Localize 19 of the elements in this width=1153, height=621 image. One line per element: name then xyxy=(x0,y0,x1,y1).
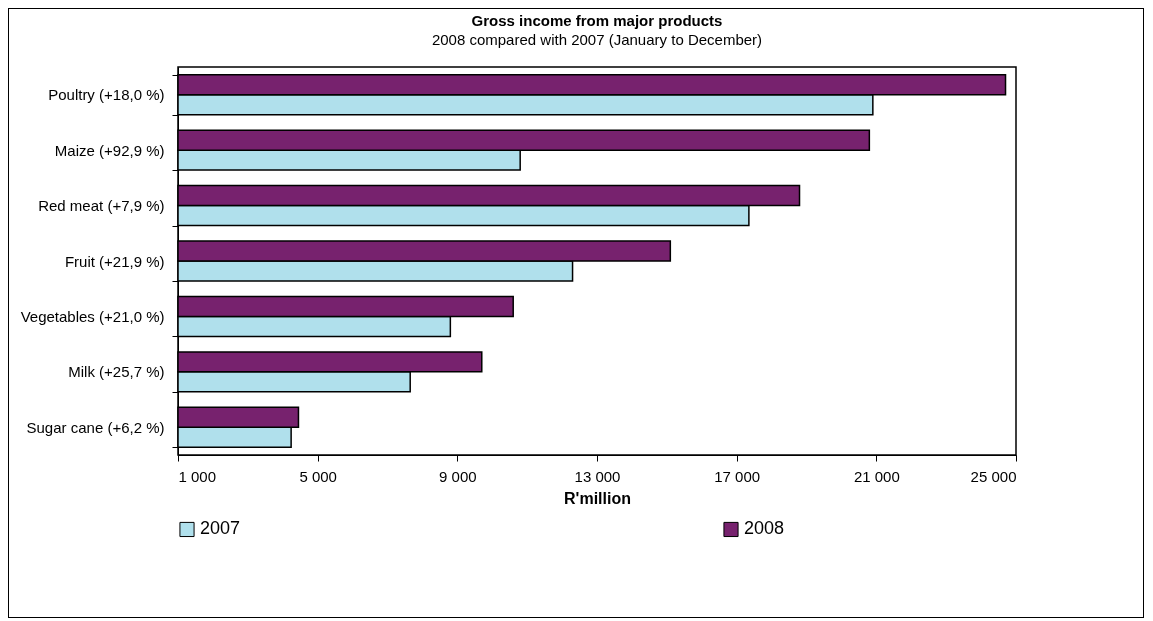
y-tick-label: Milk (+25,7 %) xyxy=(68,363,165,381)
y-tick-label: Vegetables (+21,0 %) xyxy=(20,307,165,325)
y-tick-label: Fruit (+21,9 %) xyxy=(64,252,165,270)
chart-subtitle: 2008 compared with 2007 (January to December) xyxy=(431,31,763,48)
x-axis-title: R'million xyxy=(564,489,631,507)
chart-title: Gross income from major products xyxy=(471,12,723,29)
x-tick-label: 1 000 xyxy=(178,467,217,485)
y-tick-label: Maize (+92,9 %) xyxy=(54,141,165,159)
x-tick-label: 5 000 xyxy=(299,467,337,485)
y-tick-label: Poultry (+18,0 %) xyxy=(48,86,165,104)
legend-label: 2007 xyxy=(200,518,241,539)
x-tick-label: 21 000 xyxy=(853,467,900,485)
y-tick-label: Red meat (+7,9 %) xyxy=(38,197,165,215)
x-tick-label: 25 000 xyxy=(970,467,1017,485)
x-tick-label: 13 000 xyxy=(574,467,621,485)
y-tick-label: Sugar cane (+6,2 %) xyxy=(26,418,165,436)
x-tick-label: 9 000 xyxy=(439,467,477,485)
x-tick-label: 17 000 xyxy=(714,467,761,485)
legend-label: 2008 xyxy=(744,518,785,539)
